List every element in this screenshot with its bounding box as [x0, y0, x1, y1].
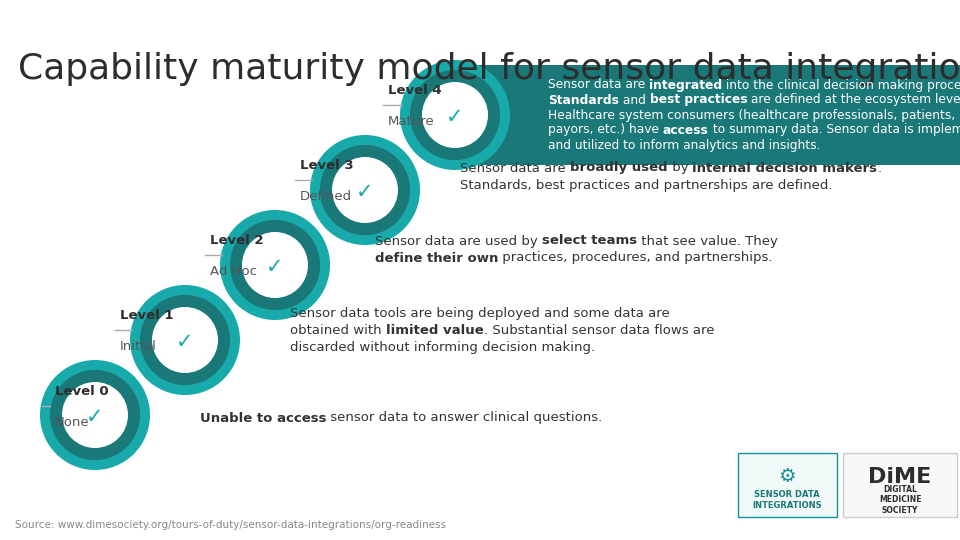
- Text: Level 0: Level 0: [55, 385, 108, 398]
- Text: .: .: [877, 161, 881, 174]
- Text: DiME: DiME: [869, 467, 931, 487]
- Text: are defined at the ecosystem level.: are defined at the ecosystem level.: [747, 93, 960, 106]
- Ellipse shape: [40, 360, 150, 470]
- Text: Level 2: Level 2: [210, 234, 263, 247]
- Text: Standards, best practices and partnerships are defined.: Standards, best practices and partnershi…: [460, 179, 832, 192]
- Ellipse shape: [410, 70, 500, 160]
- Ellipse shape: [140, 295, 230, 385]
- Text: Standards: Standards: [548, 93, 619, 106]
- Text: broadly used: broadly used: [570, 161, 667, 174]
- Ellipse shape: [400, 60, 510, 170]
- Text: ✓: ✓: [86, 407, 104, 427]
- Text: ✓: ✓: [356, 182, 373, 202]
- Text: Level 1: Level 1: [120, 309, 174, 322]
- Ellipse shape: [320, 145, 410, 235]
- Text: to summary data. Sensor data is implemented: to summary data. Sensor data is implemen…: [708, 124, 960, 137]
- Text: payors, etc.) have: payors, etc.) have: [548, 124, 662, 137]
- Text: into the clinical decision making process.: into the clinical decision making proces…: [722, 78, 960, 91]
- Ellipse shape: [50, 370, 140, 460]
- Ellipse shape: [332, 157, 398, 223]
- Text: SENSOR DATA
INTEGRATIONS: SENSOR DATA INTEGRATIONS: [753, 490, 822, 510]
- Ellipse shape: [229, 220, 320, 310]
- Ellipse shape: [310, 135, 420, 245]
- Ellipse shape: [242, 232, 308, 298]
- Text: best practices: best practices: [650, 93, 747, 106]
- Text: Ad Hoc: Ad Hoc: [210, 265, 257, 278]
- Text: ✓: ✓: [446, 107, 464, 127]
- Text: by: by: [667, 161, 692, 174]
- Ellipse shape: [130, 285, 240, 395]
- Text: DIGITAL
MEDICINE
SOCIETY: DIGITAL MEDICINE SOCIETY: [878, 485, 922, 515]
- Text: internal decision makers: internal decision makers: [692, 161, 877, 174]
- Text: that see value. They: that see value. They: [637, 234, 778, 247]
- Text: Source: www.dimesociety.org/tours-of-duty/sensor-data-integrations/org-readiness: Source: www.dimesociety.org/tours-of-dut…: [15, 520, 446, 530]
- FancyBboxPatch shape: [738, 453, 837, 517]
- FancyBboxPatch shape: [843, 453, 957, 517]
- Text: select teams: select teams: [542, 234, 637, 247]
- Text: Level 3: Level 3: [300, 159, 353, 172]
- Text: Sensor data are used by: Sensor data are used by: [375, 234, 542, 247]
- Text: practices, procedures, and partnerships.: practices, procedures, and partnerships.: [498, 252, 773, 265]
- Text: and utilized to inform analytics and insights.: and utilized to inform analytics and ins…: [548, 138, 821, 152]
- Text: and: and: [619, 93, 650, 106]
- Text: Sensor data are: Sensor data are: [548, 78, 649, 91]
- Text: Sensor data tools are being deployed and some data are: Sensor data tools are being deployed and…: [290, 307, 670, 320]
- Text: obtained with: obtained with: [290, 323, 386, 336]
- Text: Capability maturity model for sensor data integrations: Capability maturity model for sensor dat…: [18, 52, 960, 86]
- Text: Initial: Initial: [120, 340, 156, 353]
- Text: ✓: ✓: [177, 332, 194, 352]
- Ellipse shape: [220, 210, 330, 320]
- Text: . Substantial sensor data flows are: . Substantial sensor data flows are: [484, 323, 714, 336]
- Text: define their own: define their own: [375, 252, 498, 265]
- Text: discarded without informing decision making.: discarded without informing decision mak…: [290, 341, 595, 354]
- Text: Level 4: Level 4: [388, 84, 442, 97]
- Text: None: None: [55, 416, 89, 429]
- Ellipse shape: [62, 382, 128, 448]
- Ellipse shape: [152, 307, 218, 373]
- Text: Healthcare system consumers (healthcare professionals, patients,: Healthcare system consumers (healthcare …: [548, 109, 955, 122]
- Text: sensor data to answer clinical questions.: sensor data to answer clinical questions…: [326, 411, 603, 424]
- Text: ✓: ✓: [266, 257, 284, 277]
- Text: Sensor data are: Sensor data are: [460, 161, 570, 174]
- Ellipse shape: [422, 82, 488, 148]
- Text: Unable to access: Unable to access: [200, 411, 326, 424]
- Text: access: access: [662, 124, 708, 137]
- FancyBboxPatch shape: [440, 65, 960, 165]
- Text: ⚙: ⚙: [779, 468, 796, 487]
- Text: Defined: Defined: [300, 190, 352, 203]
- Text: Mature: Mature: [388, 115, 435, 128]
- Text: limited value: limited value: [386, 323, 484, 336]
- Text: integrated: integrated: [649, 78, 722, 91]
